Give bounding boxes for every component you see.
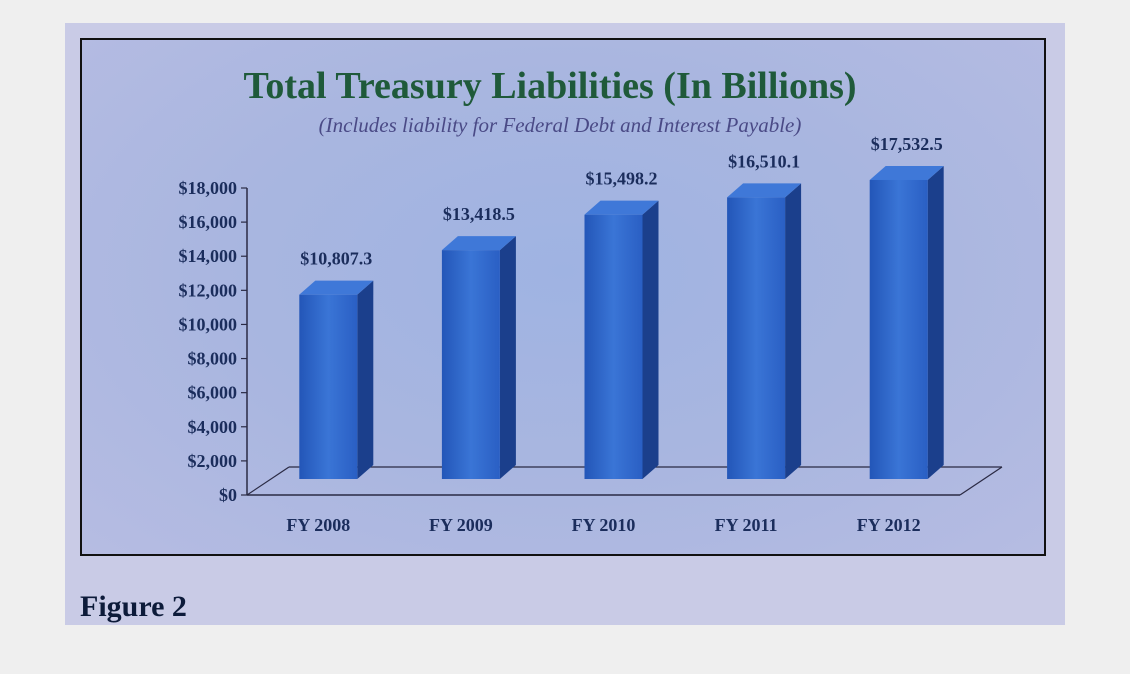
bar-side — [642, 200, 659, 479]
figure-label: Figure 2 — [80, 590, 187, 623]
bar — [869, 165, 944, 480]
value-label: $15,498.2 — [586, 169, 658, 189]
y-tick-label: $0 — [219, 485, 237, 505]
bar — [299, 280, 374, 479]
value-label: $17,532.5 — [871, 134, 943, 154]
x-tick-label: FY 2011 — [715, 515, 778, 535]
bar-side — [785, 183, 802, 479]
chart-subtitle: (Includes liability for Federal Debt and… — [319, 113, 802, 137]
y-tick-label: $12,000 — [179, 280, 238, 300]
x-tick-label: FY 2008 — [286, 515, 350, 535]
value-label: $13,418.5 — [443, 204, 515, 224]
bar-side — [357, 280, 374, 479]
bar-front — [584, 214, 643, 479]
bar-side — [499, 236, 516, 479]
x-axis-labels: FY 2008 FY 2009 FY 2010 FY 2011 FY 2012 — [286, 515, 920, 535]
bars-group — [299, 165, 944, 480]
bar-front — [869, 179, 928, 480]
bar-top — [869, 165, 944, 180]
y-axis-ticks: $0 $2,000 $4,000 $6,000 $8,000 $10,000 $12,000… — [179, 178, 247, 505]
floor-right-edge — [959, 466, 1003, 496]
bar-front — [299, 294, 358, 479]
value-labels: $10,807.3 $13,418.5 $15,498.2 $16,510.1 $17,… — [300, 134, 942, 269]
value-label: $16,510.1 — [728, 151, 800, 171]
bar — [584, 200, 659, 479]
x-tick-label: FY 2009 — [429, 515, 493, 535]
bar-chart: Total Treasury Liabilities (In Billions)… — [179, 65, 1003, 535]
bar-top — [727, 183, 802, 198]
y-tick-label: $4,000 — [188, 417, 238, 437]
y-tick-label: $16,000 — [179, 212, 238, 232]
y-tick-label: $10,000 — [179, 314, 238, 334]
y-tick-label: $14,000 — [179, 246, 238, 266]
bar-side — [927, 165, 944, 479]
x-tick-label: FY 2012 — [857, 515, 921, 535]
bar-front — [727, 197, 786, 479]
bar-top — [299, 280, 374, 295]
chart-title: Total Treasury Liabilities (In Billions) — [243, 65, 856, 107]
bar-top — [584, 200, 659, 215]
y-tick-label: $2,000 — [188, 451, 238, 471]
y-tick-label: $6,000 — [188, 383, 238, 403]
value-label: $10,807.3 — [300, 249, 372, 269]
bar-front — [441, 250, 500, 479]
bar-top — [441, 236, 516, 251]
y-tick-label: $8,000 — [188, 349, 238, 369]
x-tick-label: FY 2010 — [572, 515, 636, 535]
floor-left-edge — [246, 466, 290, 496]
bar — [441, 236, 516, 479]
y-tick-label: $18,000 — [179, 178, 238, 198]
bar — [727, 183, 802, 479]
